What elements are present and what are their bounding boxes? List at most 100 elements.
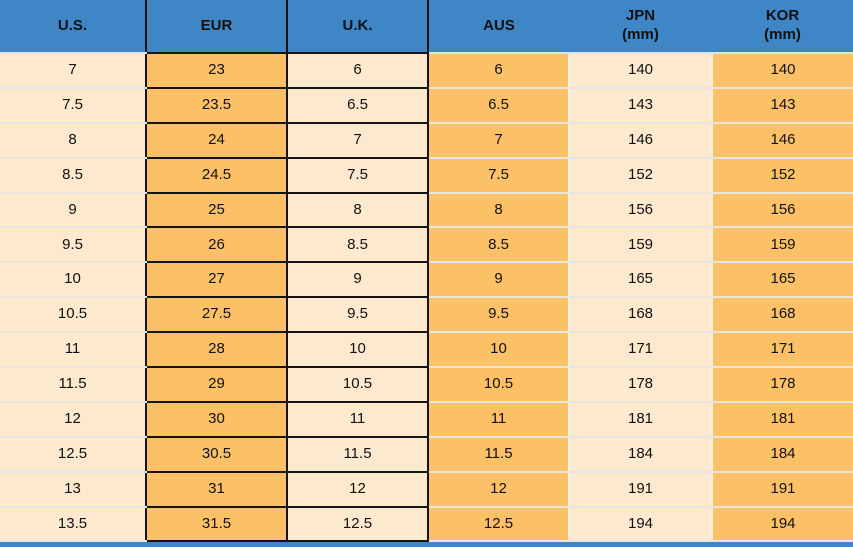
table-cell: 31.5 xyxy=(145,505,288,543)
table-cell: 10 xyxy=(286,331,429,369)
table-cell: 171 xyxy=(712,332,853,369)
table-cell: 156 xyxy=(569,192,713,229)
table-row: 7 23 6 6 140 140 xyxy=(0,52,853,89)
table-row: 9 25 8 8 156 156 xyxy=(0,191,853,229)
column-header-label: KOR xyxy=(765,7,800,25)
table-row: 12 30 11 11 181 181 xyxy=(0,400,853,438)
table-cell: 10 xyxy=(0,262,146,299)
table-cell: 27 xyxy=(145,261,288,299)
table-row: 11.5 29 10.5 10.5 178 178 xyxy=(0,366,853,403)
header-row: U.S. EUR U.K. AUS JPN (mm) KOR (mm) xyxy=(0,0,853,54)
table-cell: 178 xyxy=(712,367,853,403)
table-cell: 143 xyxy=(712,87,853,124)
table-cell: 26 xyxy=(145,226,288,264)
table-cell: 12 xyxy=(286,470,429,508)
table-row: 10.5 27.5 9.5 9.5 168 168 xyxy=(0,296,853,334)
table-row: 13 31 12 12 191 191 xyxy=(0,470,853,508)
table-cell: 168 xyxy=(712,297,853,334)
column-header-uk: U.K. xyxy=(286,0,429,54)
column-header-label: U.S. xyxy=(57,16,88,34)
table-row: 12.5 30.5 11.5 11.5 184 184 xyxy=(0,435,853,473)
column-header-eur: EUR xyxy=(145,0,288,54)
table-cell: 24 xyxy=(145,121,288,159)
table-cell: 165 xyxy=(712,262,853,299)
table-cell: 8 xyxy=(286,191,429,229)
table-cell: 7 xyxy=(0,53,146,89)
table-cell: 8 xyxy=(428,192,570,229)
table-cell: 12.5 xyxy=(286,505,429,543)
table-cell: 9.5 xyxy=(0,227,146,264)
table-cell: 181 xyxy=(569,401,713,438)
table-cell: 13 xyxy=(0,471,146,508)
table-cell: 23 xyxy=(145,52,288,89)
table-body: 7 23 6 6 140 140 7.5 23.5 6.5 6.5 143 143 8 24 7 7 146 14… xyxy=(0,52,853,543)
table-cell: 12 xyxy=(0,401,146,438)
table-cell: 24.5 xyxy=(145,156,288,194)
table-row: 13.5 31.5 12.5 12.5 194 194 xyxy=(0,505,853,543)
table-cell: 11 xyxy=(0,332,146,369)
table-cell: 8 xyxy=(0,122,146,159)
table-cell: 191 xyxy=(712,471,853,508)
table-row: 8 24 7 7 146 146 xyxy=(0,121,853,159)
table-row: 10 27 9 9 165 165 xyxy=(0,261,853,299)
table-row: 11 28 10 10 171 171 xyxy=(0,331,853,369)
column-header-label: U.K. xyxy=(342,16,373,34)
column-header-aus: AUS xyxy=(428,0,569,54)
table-cell: 168 xyxy=(569,297,713,334)
table-cell: 8.5 xyxy=(286,226,429,264)
table-cell: 6 xyxy=(428,53,570,89)
table-cell: 178 xyxy=(569,367,713,403)
table-cell: 146 xyxy=(569,122,713,159)
table-cell: 140 xyxy=(569,53,713,89)
table-cell: 12 xyxy=(428,471,570,508)
table-cell: 30 xyxy=(145,400,288,438)
table-cell: 152 xyxy=(712,157,853,194)
table-cell: 146 xyxy=(712,122,853,159)
table-cell: 7.5 xyxy=(286,156,429,194)
table-cell: 12.5 xyxy=(428,506,570,543)
table-cell: 9.5 xyxy=(428,297,570,334)
table-cell: 165 xyxy=(569,262,713,299)
table-cell: 184 xyxy=(712,436,853,473)
table-cell: 7 xyxy=(428,122,570,159)
table-row: 8.5 24.5 7.5 7.5 152 152 xyxy=(0,156,853,194)
column-header-label: JPN xyxy=(625,7,656,25)
table-cell: 7.5 xyxy=(0,87,146,124)
table-cell: 9 xyxy=(0,192,146,229)
column-header-kor: KOR (mm) xyxy=(712,0,853,54)
column-header-unit: (mm) xyxy=(622,26,659,43)
table-cell: 152 xyxy=(569,157,713,194)
table-cell: 6.5 xyxy=(428,87,570,124)
table-cell: 10.5 xyxy=(428,367,570,403)
table-cell: 11.5 xyxy=(428,436,570,473)
table-cell: 30.5 xyxy=(145,435,288,473)
column-header-unit: (mm) xyxy=(764,26,801,43)
table-cell: 10.5 xyxy=(286,366,429,403)
table-cell: 11 xyxy=(286,400,429,438)
table-cell: 191 xyxy=(569,471,713,508)
table-cell: 10 xyxy=(428,332,570,369)
column-header-label: EUR xyxy=(200,16,233,34)
next-header-row-partial xyxy=(0,542,853,547)
table-cell: 27.5 xyxy=(145,296,288,334)
column-header-jpn: JPN (mm) xyxy=(569,0,712,54)
table-cell: 184 xyxy=(569,436,713,473)
table-cell: 194 xyxy=(569,506,713,543)
table-cell: 6 xyxy=(286,52,429,89)
column-header-us: U.S. xyxy=(0,0,146,54)
table-cell: 156 xyxy=(712,192,853,229)
table-cell: 29 xyxy=(145,366,288,403)
table-row: 9.5 26 8.5 8.5 159 159 xyxy=(0,226,853,264)
table-cell: 181 xyxy=(712,401,853,438)
table-cell: 25 xyxy=(145,191,288,229)
table-cell: 143 xyxy=(569,87,713,124)
table-row: 7.5 23.5 6.5 6.5 143 143 xyxy=(0,86,853,124)
table-cell: 7 xyxy=(286,121,429,159)
table-cell: 159 xyxy=(569,227,713,264)
table-cell: 9 xyxy=(428,262,570,299)
table-cell: 171 xyxy=(569,332,713,369)
table-cell: 11.5 xyxy=(0,367,146,403)
table-cell: 7.5 xyxy=(428,157,570,194)
table-cell: 31 xyxy=(145,470,288,508)
